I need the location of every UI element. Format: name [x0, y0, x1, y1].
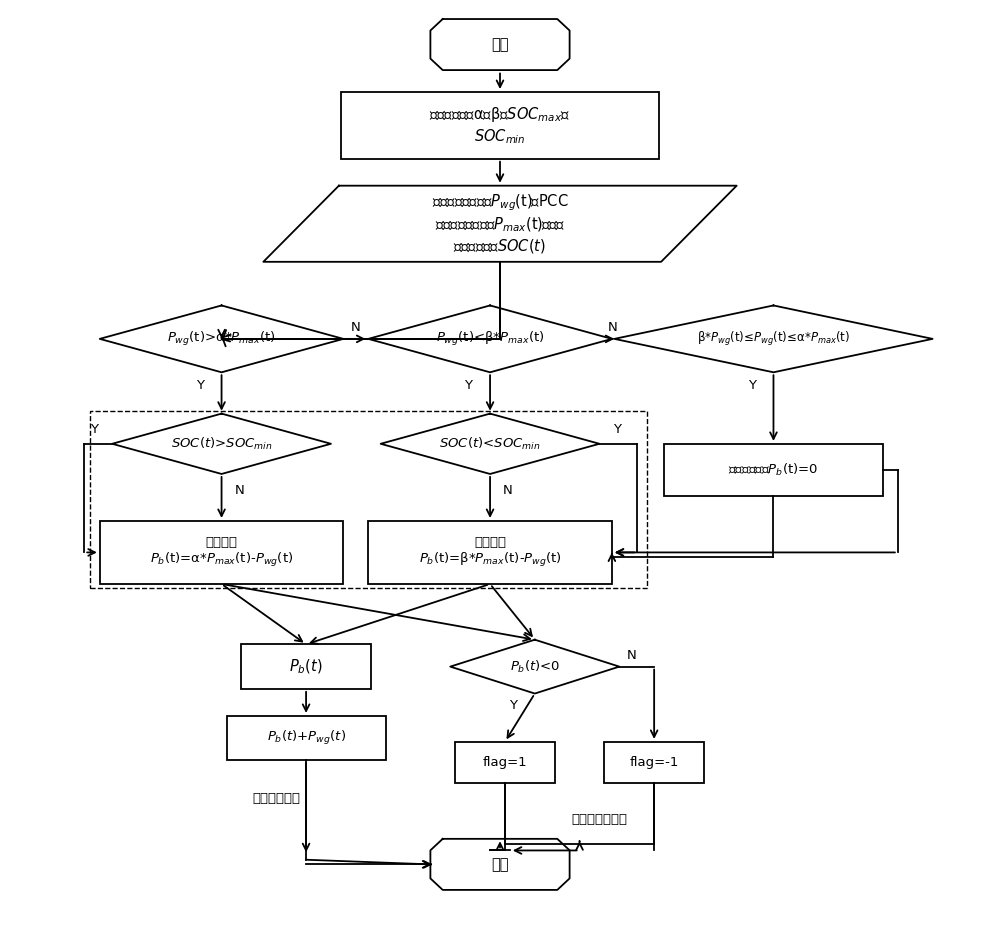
Text: $P_b(t)$<0: $P_b(t)$<0 — [510, 658, 560, 674]
Text: N: N — [626, 649, 636, 662]
Polygon shape — [368, 305, 612, 373]
Polygon shape — [112, 414, 331, 474]
Text: $P_b(t)$+$P_{wg}(t)$: $P_b(t)$+$P_{wg}(t)$ — [267, 729, 346, 747]
Text: β*$P_{wg}$(t)≤$P_{wg}$(t)≤α*$P_{max}$(t): β*$P_{wg}$(t)≤$P_{wg}$(t)≤α*$P_{max}$(t) — [697, 330, 850, 347]
Polygon shape — [430, 19, 570, 70]
Text: 储能停止工作$P_b$(t)=0: 储能停止工作$P_b$(t)=0 — [728, 461, 819, 478]
Polygon shape — [450, 640, 619, 694]
Text: N: N — [503, 484, 513, 497]
Bar — [664, 444, 883, 496]
Text: 风储合成功率: 风储合成功率 — [252, 792, 300, 805]
Text: 储能充放电指令: 储能充放电指令 — [571, 814, 627, 827]
Text: Y: Y — [748, 379, 756, 391]
Text: Y: Y — [90, 423, 98, 436]
Bar — [90, 411, 647, 587]
Text: Y: Y — [464, 379, 472, 391]
Bar — [100, 521, 343, 584]
Text: 读取实时风电功率$P_{wg}$(t)、PCC
节点最大允许功率$P_{max}$(t)和储能
系统荷电状态$SOC(t)$: 读取实时风电功率$P_{wg}$(t)、PCC 节点最大允许功率$P_{max}… — [432, 192, 568, 255]
Bar — [227, 715, 386, 760]
Text: Y: Y — [613, 423, 621, 436]
Text: N: N — [235, 484, 244, 497]
Text: 开始: 开始 — [491, 37, 509, 52]
Bar — [455, 742, 555, 783]
Text: 储能充电
$P_b$(t)=α*$P_{max}$(t)-$P_{wg}$(t): 储能充电 $P_b$(t)=α*$P_{max}$(t)-$P_{wg}$(t) — [150, 536, 293, 569]
Bar — [241, 644, 371, 689]
Polygon shape — [614, 305, 933, 373]
Text: 结束: 结束 — [491, 856, 509, 871]
Bar — [604, 742, 704, 783]
Bar — [341, 92, 659, 159]
Polygon shape — [381, 414, 599, 474]
Text: $P_b(t)$: $P_b(t)$ — [289, 658, 323, 676]
Text: 储能放电
$P_b$(t)=β*$P_{max}$(t)-$P_{wg}$(t): 储能放电 $P_b$(t)=β*$P_{max}$(t)-$P_{wg}$(t) — [419, 536, 562, 569]
Text: N: N — [351, 321, 361, 334]
Text: $P_{wg}$(t)>α*$P_{max}$(t): $P_{wg}$(t)>α*$P_{max}$(t) — [167, 330, 276, 347]
Text: Y: Y — [196, 379, 204, 391]
Polygon shape — [430, 839, 570, 890]
Text: $P_{wg}$(t)<β*$P_{max}$(t): $P_{wg}$(t)<β*$P_{max}$(t) — [436, 330, 544, 347]
Text: $SOC(t)$<$SOC_{min}$: $SOC(t)$<$SOC_{min}$ — [439, 436, 541, 452]
Bar — [368, 521, 612, 584]
Text: Y: Y — [509, 700, 517, 712]
Polygon shape — [263, 186, 737, 262]
Text: flag=-1: flag=-1 — [629, 756, 679, 769]
Text: N: N — [608, 321, 618, 334]
Text: flag=1: flag=1 — [483, 756, 527, 769]
Text: 初始化参数，α，β，$SOC_{max}$、
$SOC_{min}$: 初始化参数，α，β，$SOC_{max}$、 $SOC_{min}$ — [429, 106, 571, 146]
Text: $SOC(t)$>$SOC_{min}$: $SOC(t)$>$SOC_{min}$ — [171, 436, 272, 452]
Polygon shape — [100, 305, 343, 373]
